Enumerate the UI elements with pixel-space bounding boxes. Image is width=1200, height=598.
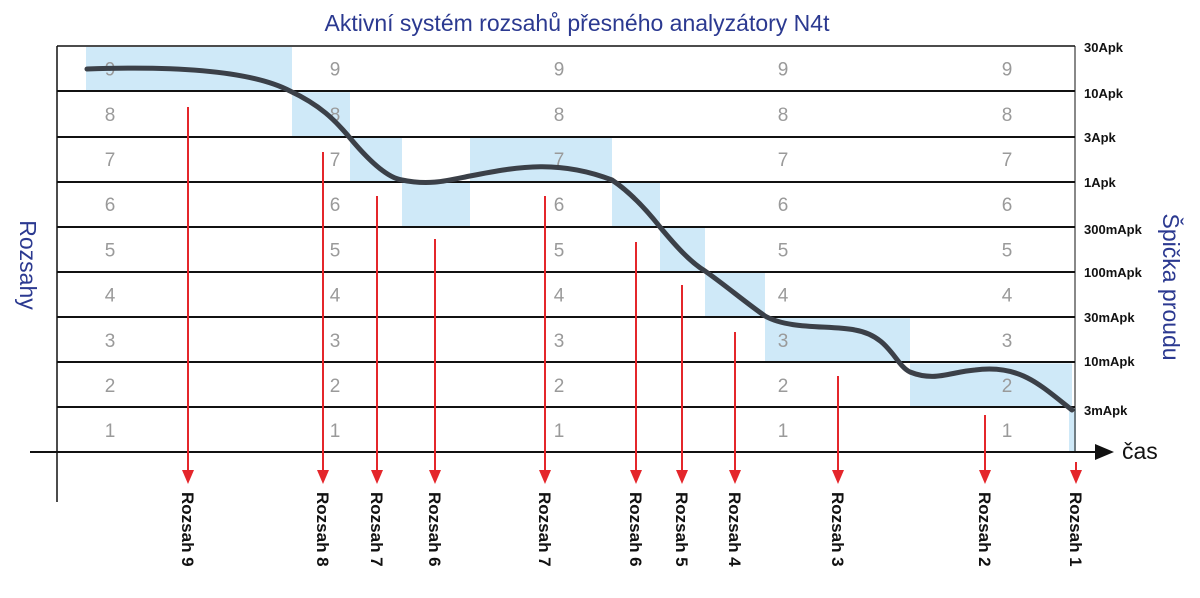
level-number-6: 6 (1002, 195, 1013, 216)
level-number-2: 2 (1002, 376, 1013, 397)
level-number-2: 2 (778, 376, 789, 397)
level-number-2: 2 (105, 376, 116, 397)
right-axis-label: Špička proudu (1158, 213, 1185, 360)
level-number-4: 4 (330, 286, 341, 307)
level-number-8: 8 (778, 105, 789, 126)
range-arrow-head-6 (630, 470, 642, 484)
level-number-1: 1 (105, 421, 116, 442)
current-label-30Apk: 30Apk (1084, 40, 1124, 55)
level-number-6: 6 (554, 195, 565, 216)
range-arrow-head-7 (676, 470, 688, 484)
range-arrow-head-9 (832, 470, 844, 484)
current-label-3mApk: 3mApk (1084, 403, 1128, 418)
range-labels: Rozsah 9 Rozsah 8 Rozsah 7 Rozsah 6 Rozsah 7… (178, 492, 1085, 567)
range-arrow-head-8 (729, 470, 741, 484)
range-arrow-head-11 (1070, 470, 1082, 484)
level-number-4: 4 (554, 286, 565, 307)
level-number-5: 5 (330, 240, 341, 261)
current-peak-labels: 3mApk 10mApk 30mApk 100mApk 300mApk 1Apk 3Apk 1… (1084, 40, 1143, 418)
current-label-10mApk: 10mApk (1084, 354, 1135, 369)
range-label-5: Rozsah 7 (535, 492, 554, 567)
range-arrow-head-4 (429, 470, 441, 484)
level-number-4: 4 (105, 286, 116, 307)
level-number-8: 8 (554, 105, 565, 126)
range-label-4: Rozsah 6 (425, 492, 444, 567)
level-number-7: 7 (105, 150, 116, 171)
current-label-3Apk: 3Apk (1084, 130, 1117, 145)
highlight-segment-11 (1069, 408, 1076, 453)
level-number-1: 1 (1002, 421, 1013, 442)
level-number-6: 6 (330, 195, 341, 216)
active-range-highlights (86, 47, 1076, 453)
current-label-10Apk: 10Apk (1084, 86, 1124, 101)
axes (30, 46, 1114, 502)
level-number-8: 8 (330, 105, 341, 126)
x-axis-label: čas (1122, 438, 1158, 464)
level-number-5: 5 (105, 240, 116, 261)
level-number-1: 1 (778, 421, 789, 442)
range-switch-arrows (182, 107, 1082, 484)
level-number-4: 4 (1002, 286, 1013, 307)
current-label-1Apk: 1Apk (1084, 175, 1117, 190)
level-number-7: 7 (554, 150, 565, 171)
level-number-4: 4 (778, 286, 789, 307)
current-label-100mApk: 100mApk (1084, 265, 1143, 280)
highlight-segment-4 (402, 182, 470, 227)
range-label-7: Rozsah 5 (672, 492, 691, 567)
level-number-9: 9 (1002, 60, 1013, 81)
range-label-9: Rozsah 3 (828, 492, 847, 567)
diagram-title: Aktivní systém rozsahů přesného analyzát… (324, 10, 830, 36)
range-arrow-head-10 (979, 470, 991, 484)
range-label-11: Rozsah 1 (1066, 492, 1085, 567)
level-number-1: 1 (554, 421, 565, 442)
range-arrow-head-3 (371, 470, 383, 484)
current-peak-curve (84, 65, 1075, 413)
level-number-7: 7 (778, 150, 789, 171)
level-number-2: 2 (554, 376, 565, 397)
level-number-9: 9 (330, 60, 341, 81)
level-number-3: 3 (1002, 331, 1013, 352)
range-label-3: Rozsah 7 (367, 492, 386, 567)
range-arrow-head-5 (539, 470, 551, 484)
range-label-1: Rozsah 9 (178, 492, 197, 567)
level-number-6: 6 (105, 195, 116, 216)
level-number-5: 5 (778, 240, 789, 261)
range-grid (57, 45, 1076, 452)
level-number-3: 3 (778, 331, 789, 352)
current-label-30mApk: 30mApk (1084, 310, 1135, 325)
x-axis-arrowhead (1095, 444, 1114, 460)
level-number-7: 7 (1002, 150, 1013, 171)
range-level-numbers: 1 1 1 1 1 2 2 2 2 2 3 3 3 3 3 4 4 4 4 4 5 5 5 5 5 6 6 6 6 6 7 7 7 7 7 8 8 8 8 8… (105, 60, 1013, 443)
range-label-10: Rozsah 2 (975, 492, 994, 567)
level-number-9: 9 (554, 60, 565, 81)
range-label-2: Rozsah 8 (313, 492, 332, 567)
level-number-1: 1 (330, 421, 341, 442)
level-number-9: 9 (778, 60, 789, 81)
y-axis-label: Rozsahy (15, 220, 41, 310)
range-arrow-head-1 (182, 470, 194, 484)
level-number-5: 5 (554, 240, 565, 261)
level-number-8: 8 (1002, 105, 1013, 126)
range-label-6: Rozsah 6 (626, 492, 645, 567)
range-arrow-head-2 (317, 470, 329, 484)
level-number-7: 7 (330, 150, 341, 171)
level-number-3: 3 (105, 331, 116, 352)
level-number-3: 3 (330, 331, 341, 352)
level-number-8: 8 (105, 105, 116, 126)
level-number-2: 2 (330, 376, 341, 397)
level-number-6: 6 (778, 195, 789, 216)
level-number-5: 5 (1002, 240, 1013, 261)
range-label-8: Rozsah 4 (725, 492, 744, 567)
current-label-300mApk: 300mApk (1084, 222, 1143, 237)
level-number-3: 3 (554, 331, 565, 352)
